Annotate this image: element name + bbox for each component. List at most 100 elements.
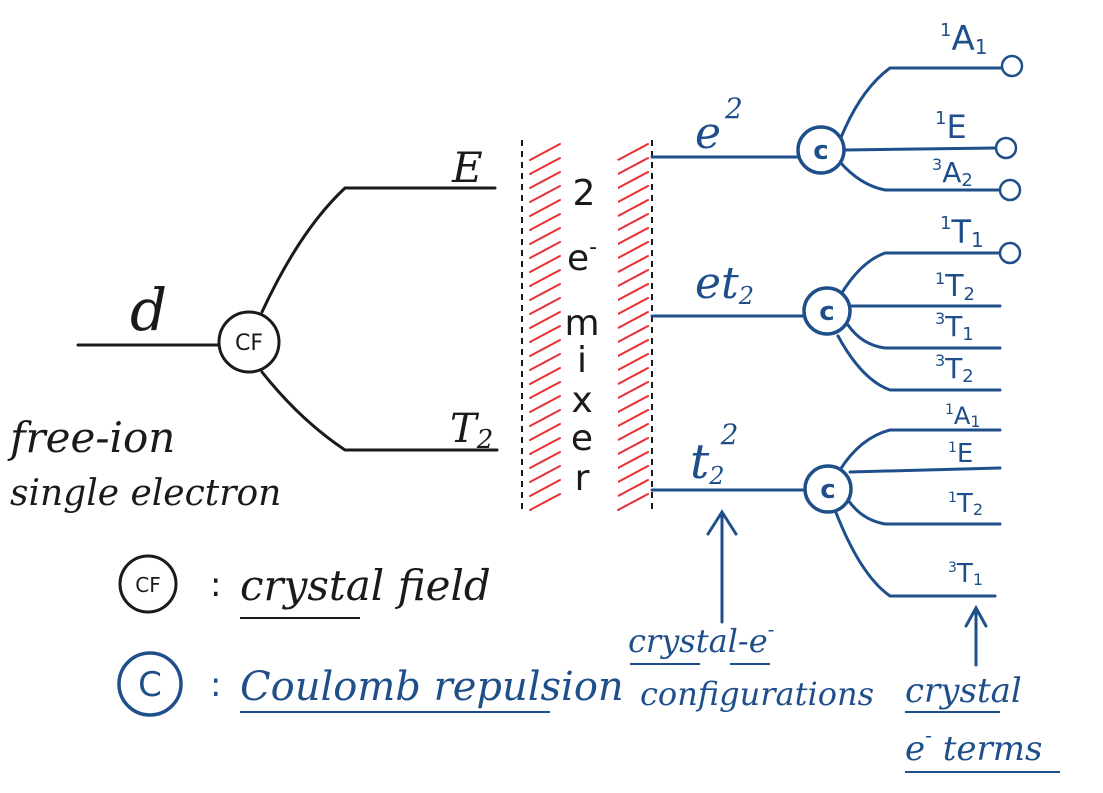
mixer-hatch — [529, 143, 649, 511]
coulomb-node-1 — [796, 125, 846, 175]
coulomb-node-1-label: c — [813, 136, 828, 166]
mixer-label: 2 e- m i x e r — [564, 173, 599, 499]
hatch-stroke — [617, 437, 649, 455]
term-line-1T1-mid — [838, 251, 1002, 298]
branch-upper — [260, 186, 497, 314]
hatch-stroke — [529, 157, 561, 175]
hatch-stroke — [529, 227, 561, 245]
legend-c-text: Coulomb repulsion — [240, 664, 624, 710]
legend-cf-symbol — [118, 554, 178, 614]
term-line-3A2-top — [838, 160, 1002, 192]
term-endcap — [998, 178, 1022, 202]
term-line-1A1-top — [838, 66, 1004, 142]
hatch-stroke — [617, 465, 649, 483]
coulomb-node-3-label: c — [820, 475, 835, 505]
config-label-et2: et2 — [695, 258, 754, 310]
mixer-letter-4: x — [571, 380, 592, 421]
branch-lower — [260, 370, 499, 452]
orbital-label: d — [130, 276, 167, 344]
branch-upper-label: E — [451, 143, 483, 192]
hatch-stroke — [529, 409, 561, 427]
hatch-stroke — [617, 381, 649, 399]
hatch-stroke — [617, 185, 649, 203]
term-label: 3T2 — [935, 351, 974, 387]
term-line-3T1-mid — [846, 323, 1002, 350]
cf-node — [217, 310, 281, 374]
hatch-stroke — [529, 325, 561, 343]
configs-annotation-1: crystal-e- — [628, 617, 775, 660]
hatch-stroke — [529, 339, 561, 357]
hatch-stroke — [529, 353, 561, 371]
hatch-stroke — [617, 325, 649, 343]
term-line-1A1-bot — [838, 428, 1002, 472]
hatch-stroke — [529, 381, 561, 399]
hatch-stroke — [529, 451, 561, 469]
legend-cf-separator: : — [210, 565, 221, 605]
term-label: 1A1 — [940, 19, 987, 59]
branch-lower-label: T2 — [450, 406, 493, 455]
term-label: 3T1 — [935, 309, 974, 345]
term-endcap — [994, 136, 1018, 160]
hatch-stroke — [529, 269, 561, 287]
hatch-stroke — [617, 171, 649, 189]
hatch-stroke — [617, 297, 649, 315]
config-label-t22: t22 — [690, 418, 738, 490]
hatch-stroke — [529, 297, 561, 315]
term-label: 3T1 — [948, 559, 983, 589]
mixer-letter-2: m — [564, 303, 599, 344]
term-label: 1T2 — [948, 489, 983, 519]
hatch-stroke — [617, 493, 649, 511]
hatch-stroke — [617, 213, 649, 231]
mixer-letter-column — [562, 160, 618, 505]
hatch-stroke — [529, 465, 561, 483]
legend-c-separator: : — [210, 665, 221, 705]
hatch-stroke — [617, 479, 649, 497]
mixer-letter-0: 2 — [573, 173, 596, 214]
hatch-stroke — [529, 255, 561, 273]
term-label: 1E — [935, 108, 967, 146]
hatch-stroke — [617, 311, 649, 329]
hatch-stroke — [529, 185, 561, 203]
hatch-stroke — [529, 171, 561, 189]
terms-arrow-head — [964, 604, 988, 628]
hatch-stroke — [529, 367, 561, 385]
hatch-stroke — [617, 199, 649, 217]
term-label: 1E — [948, 439, 973, 469]
coulomb-node-3 — [803, 464, 853, 514]
term-endcap — [998, 241, 1022, 265]
hatch-stroke — [617, 395, 649, 413]
hatch-stroke — [617, 227, 649, 245]
term-line-3T1-bot — [833, 508, 997, 598]
hatch-stroke — [529, 423, 561, 441]
hatch-stroke — [617, 423, 649, 441]
mixer-letter-5: e — [571, 418, 593, 459]
hatch-stroke — [617, 157, 649, 175]
hatch-stroke — [529, 479, 561, 497]
hatch-stroke — [617, 241, 649, 259]
term-label: 1A1 — [945, 402, 981, 431]
terms-annotation-1: crystal — [905, 671, 1022, 711]
mixer-letter-3: i — [577, 340, 587, 381]
hatch-stroke — [529, 493, 561, 511]
term-line-1E-bot — [848, 466, 1002, 474]
mixer-letter-6: r — [575, 458, 590, 499]
hatch-stroke — [529, 395, 561, 413]
hatch-stroke — [617, 367, 649, 385]
hatch-stroke — [529, 213, 561, 231]
legend-c-symbol-label: C — [138, 665, 162, 705]
hatch-stroke — [617, 409, 649, 427]
legend-cf-symbol-label: CF — [135, 573, 160, 597]
free-ion-caption-1: free-ion — [7, 413, 175, 462]
hatch-stroke — [617, 353, 649, 371]
hatch-stroke — [529, 283, 561, 301]
hatch-stroke — [529, 311, 561, 329]
term-label: 1T1 — [940, 213, 984, 252]
term-line-3T2-mid — [836, 334, 1002, 392]
term-line-1E-top — [843, 146, 998, 152]
coulomb-node-2 — [802, 286, 852, 336]
legend-c-symbol — [117, 651, 183, 717]
mixer-letter-1: e- — [567, 235, 597, 279]
terms-annotation-2: e- terms — [905, 723, 1042, 769]
free-ion-caption-2: single electron — [10, 473, 281, 514]
